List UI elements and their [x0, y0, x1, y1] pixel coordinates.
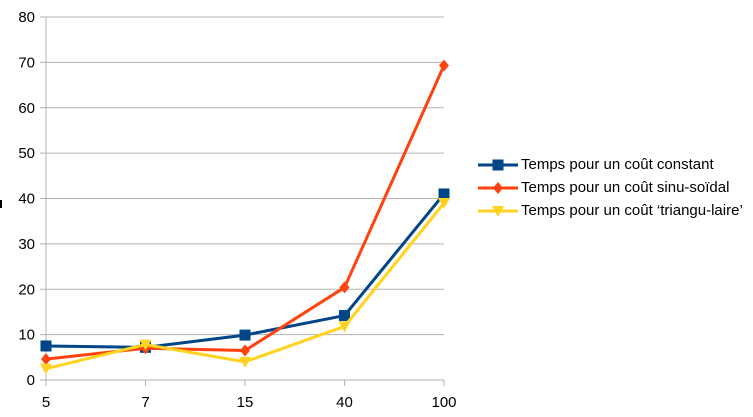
legend-label: Temps pour un coût sinu-soïdal — [521, 179, 730, 196]
legend-swatch-marker — [492, 206, 504, 217]
x-tick-label: 15 — [237, 394, 254, 411]
y-tick-label: 0 — [27, 372, 35, 389]
y-tick-label: 80 — [18, 9, 35, 26]
series-line — [45, 64, 446, 361]
x-tick-label: 5 — [42, 394, 50, 411]
legend-entry: Temps pour un coût sinu-soïdal — [478, 178, 748, 197]
legend-swatch — [478, 159, 518, 171]
legend-swatch — [478, 182, 518, 194]
series-3 — [40, 198, 450, 375]
data-point — [438, 188, 450, 200]
y-tick-label: 60 — [18, 100, 35, 117]
data-point — [439, 59, 449, 72]
data-point — [239, 329, 251, 341]
legend-swatch — [478, 206, 518, 217]
y-tick-label: 10 — [18, 327, 35, 344]
y-tick-label: 30 — [18, 236, 35, 253]
y-tick-label: 70 — [18, 54, 35, 71]
data-point — [40, 340, 52, 352]
legend: Temps pour un coût constant Temps pour un… — [478, 155, 748, 224]
series-2 — [41, 59, 449, 366]
series-lines — [40, 59, 450, 375]
series-line — [45, 202, 446, 371]
data-point — [240, 344, 250, 357]
legend-label: Temps pour un coût ‘triangu-laire’ — [521, 202, 743, 219]
y-tick-label: 50 — [18, 145, 35, 162]
data-point — [338, 321, 351, 333]
data-point — [239, 356, 251, 368]
y-tick-label: 20 — [18, 281, 35, 298]
series-line — [45, 193, 446, 349]
data-point — [41, 353, 51, 366]
legend-entry: Temps pour un coût ‘triangu-laire’ — [478, 201, 748, 220]
x-tick-label: 7 — [141, 394, 149, 411]
data-point — [40, 363, 52, 375]
gridlines — [46, 16, 444, 336]
data-point — [339, 281, 350, 294]
data-point — [139, 339, 152, 351]
y-tick-label: 40 — [18, 191, 35, 208]
legend-entry: Temps pour un coût constant — [478, 155, 748, 174]
x-tick-label: 100 — [431, 394, 456, 411]
left-edge-mark — [0, 200, 2, 208]
legend-label: Temps pour un coût constant — [521, 156, 714, 173]
y-axis-ticks: 0 10 20 30 40 50 60 70 80 — [18, 9, 46, 389]
data-point — [339, 310, 350, 322]
x-axis-ticks: 5 7 15 40 100 — [42, 380, 457, 411]
data-point — [438, 198, 450, 210]
legend-swatch-marker — [493, 182, 503, 194]
legend-swatch-marker — [492, 159, 504, 171]
x-tick-label: 40 — [336, 394, 353, 411]
